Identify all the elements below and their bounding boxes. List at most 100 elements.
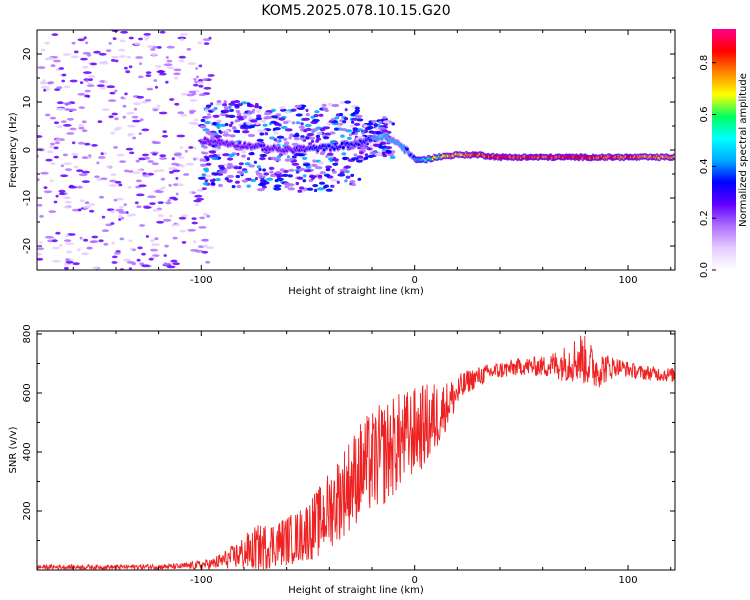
spectrogram-cell [127,185,132,189]
spectrogram-cell [113,146,118,149]
spectrogram-cell [342,157,347,161]
spectrogram-cell [65,234,70,238]
spectrogram-cell [142,153,149,157]
spectrogram-cell [72,141,76,145]
spectrogram-cell [252,108,256,112]
spectrogram-cell [222,133,231,137]
spectrogram-cell [141,264,150,268]
spectrogram-cell [360,147,364,152]
spectrogram-cell [119,237,125,241]
spectrogram-cell [161,134,169,138]
spectrogram-cell [250,119,258,123]
spectrogram-cell [241,150,247,154]
spectrogram-cell [65,260,74,264]
spectrogram-cell [249,124,255,129]
spectrogram-cell [63,162,72,166]
spectrogram-cell [215,119,223,123]
spectrogram-cell [66,117,74,121]
spectrogram-background [37,30,675,270]
spectrogram-cell [305,108,309,112]
spectrogram-cell [172,183,179,187]
spectrogram-cell [100,86,106,90]
spectrogram-cell [129,151,135,155]
spectrogram-cell [115,59,119,63]
spectrogram-cell [174,76,179,80]
spectrogram-cell [118,218,122,221]
spectrogram-cell [110,173,117,177]
spectrogram-cell [242,115,247,119]
spectrogram-cell [211,156,219,161]
spectrogram-cell [132,102,142,106]
spectrogram-cell [247,133,256,138]
spectrogram-cell [316,131,323,135]
spectrogram-cell [197,176,206,180]
spectrogram-cell [216,100,222,104]
spectrogram-cell [191,217,197,221]
spectrogram-cell [339,168,348,172]
spectrogram-cell [255,176,258,181]
spectrogram-cell [200,163,207,167]
spectrogram-cell [244,170,248,174]
spectrogram-cell [124,66,128,70]
spectrogram-cell [351,120,355,124]
spectrogram-cell [159,157,168,160]
spectrogram-cell [391,122,396,126]
spectrogram-cell [155,85,158,89]
spectrogram-cell [45,158,53,162]
spectrogram-cell [60,174,69,178]
spectrogram-cell [58,189,66,193]
spectrogram-cell [187,228,196,232]
spectrogram-cell [40,171,49,175]
spectrogram-cell [202,141,206,145]
spectrogram-cell [202,182,209,186]
spectrogram-cell [101,215,106,219]
spectrogram-cell [50,162,56,166]
spectrogram-cell [68,185,78,189]
spectrogram-cell [165,80,169,84]
spectrogram-cell [215,102,223,106]
spectrogram-cell [260,144,263,148]
snr-line [37,335,675,570]
spectrogram-cell [198,64,203,68]
spectrogram-cell [127,124,136,128]
spectrogram-cell [132,171,141,175]
colorbar-tick-label: 0.8 [699,55,710,71]
spectrogram-cell [273,187,282,191]
spectrogram-cell [332,120,339,124]
spectrogram-cell [198,93,207,97]
spectrogram-cell [318,181,326,185]
spectrogram-cell [323,136,330,140]
spectrogram-cell [247,110,255,114]
spectrogram-cell [88,203,96,206]
spectrogram-cell [304,123,312,128]
spectrogram-cell [289,133,294,137]
spectrogram-cell [298,167,306,171]
figure-title: KOM5.2025.078.10.15.G20 [261,3,450,19]
spectrogram-cell [144,37,149,41]
spectrogram-cell [270,120,277,124]
spectrogram-cell [108,42,112,45]
spectrogram-cell [246,157,251,161]
spectrogram-cell [293,137,300,141]
spectrogram-cell [332,162,339,166]
spectrogram-cell [97,120,103,123]
spectrogram-cell [120,216,125,220]
spectrogram-cell [100,152,104,156]
spectrogram-cell [111,241,115,245]
spectrogram-cell [218,170,224,174]
spectrogram-cell [311,128,319,132]
spectrogram-cell [43,186,48,190]
spectrogram-cell [76,169,84,173]
spectrogram-cell [222,103,228,107]
spectrogram-cell [133,107,138,111]
spectrogram-cell [345,175,351,179]
spectrogram-cell [356,159,363,163]
spectrogram-cell [174,102,180,106]
spectrogram-cell [230,121,234,125]
spectrogram-cell [136,205,142,209]
spectrogram-cell [53,200,58,204]
spectrogram-cell [81,180,90,184]
spectrogram-cell [105,223,113,227]
spectrogram-cell [344,165,351,169]
spectrogram-cell [60,164,64,168]
